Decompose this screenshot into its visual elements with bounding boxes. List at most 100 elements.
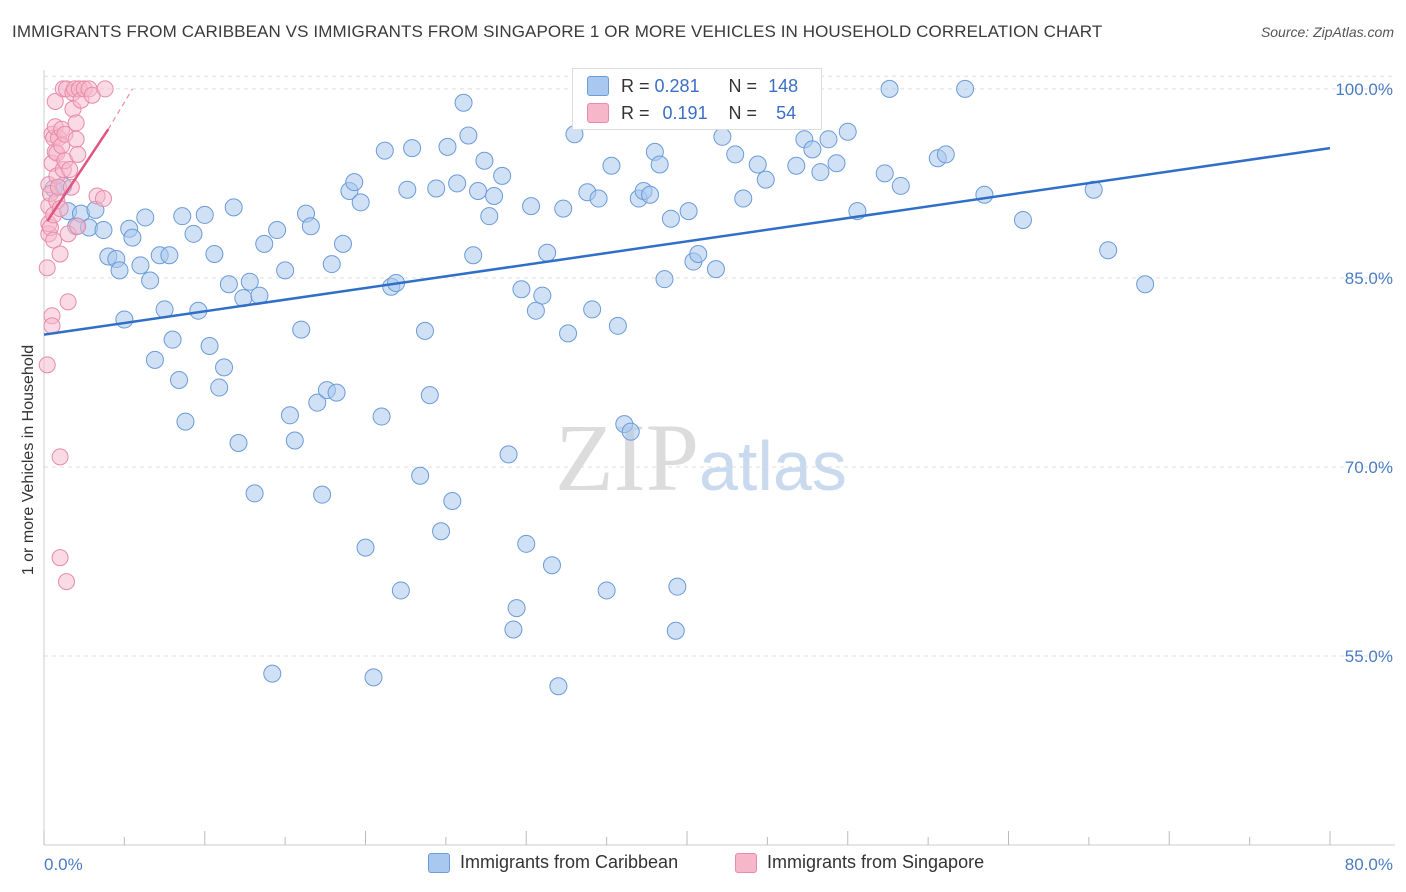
caribbean-point: [398, 180, 417, 199]
tick-labels: 55.0% 70.0% 85.0% 100.0% 0.0% 80.0%: [44, 80, 1393, 874]
n-value: 148: [768, 75, 799, 96]
caribbean-point: [608, 316, 627, 335]
singapore-swatch: [587, 103, 609, 123]
caribbean-point: [522, 197, 541, 216]
caribbean-point: [432, 522, 451, 541]
caribbean-point: [975, 185, 994, 204]
stats-row-singapore: R = 0.191 N = 54: [587, 102, 796, 124]
caribbean-point: [734, 189, 753, 208]
caribbean-point: [351, 193, 370, 212]
caribbean-point: [504, 620, 523, 639]
singapore-legend-swatch: [735, 852, 757, 873]
caribbean-swatch: [587, 76, 609, 96]
singapore-point: [51, 448, 69, 466]
caribbean-point: [356, 538, 375, 557]
caribbean-point: [205, 244, 224, 263]
legend-item-singapore[interactable]: Immigrants from Singapore: [735, 852, 984, 873]
singapore-trend-line: [46, 128, 110, 222]
legend-item-caribbean[interactable]: Immigrants from Caribbean: [428, 852, 678, 873]
caribbean-point: [195, 205, 214, 224]
caribbean-point: [229, 434, 248, 453]
caribbean-point: [891, 176, 910, 195]
caribbean-trend-line: [43, 146, 1331, 336]
caribbean-point: [597, 581, 616, 600]
caribbean-point: [583, 300, 602, 319]
caribbean-point: [803, 140, 822, 159]
caribbean-point: [268, 221, 287, 240]
singapore-point: [51, 549, 69, 567]
caribbean-point: [292, 320, 311, 339]
singapore-trend-extension: [107, 88, 133, 130]
caribbean-point: [956, 79, 975, 98]
singapore-point: [58, 573, 76, 591]
caribbean-point: [438, 137, 457, 156]
caribbean-point: [526, 301, 545, 320]
caribbean-point: [554, 199, 573, 218]
caribbean-point: [538, 243, 557, 262]
caribbean-point: [655, 270, 674, 289]
caribbean-point: [679, 202, 698, 221]
y-tick-label: 70.0%: [1345, 458, 1393, 477]
caribbean-point: [713, 127, 732, 146]
caribbean-point: [756, 170, 775, 189]
caribbean-point: [411, 466, 430, 485]
caribbean-point: [811, 163, 830, 182]
singapore-points: [38, 80, 114, 591]
source-label: Source: ZipAtlas.com: [1260, 24, 1394, 40]
y-tick-label: 100.0%: [1335, 80, 1393, 99]
caribbean-point: [602, 156, 621, 175]
y-axis-label: 1 or more Vehicles in Household: [20, 344, 37, 576]
axes: [43, 70, 1395, 846]
y-tick-label: 55.0%: [1345, 647, 1393, 666]
singapore-point: [45, 231, 63, 249]
caribbean-point: [493, 166, 512, 185]
caribbean-point: [176, 412, 195, 431]
caribbean-point: [364, 668, 383, 687]
caribbean-point: [706, 260, 725, 279]
caribbean-point: [420, 386, 439, 405]
caribbean-point: [827, 154, 846, 173]
y-tick-label: 85.0%: [1345, 269, 1393, 288]
caribbean-point: [224, 198, 243, 217]
stats-legend: R = 0.281 N = 148 R = 0.191 N = 54: [572, 68, 822, 130]
singapore-point: [38, 259, 56, 277]
r-label: R =: [621, 102, 650, 123]
caribbean-point: [285, 431, 304, 450]
caribbean-point: [726, 145, 745, 164]
caribbean-point: [210, 378, 229, 397]
singapore-point: [69, 217, 87, 235]
caribbean-point: [533, 286, 552, 305]
singapore-point: [46, 93, 64, 111]
singapore-point: [67, 114, 85, 132]
caribbean-point: [123, 228, 142, 247]
caribbean-point: [448, 174, 467, 193]
watermark-atlas: atlas: [699, 427, 847, 505]
singapore-point: [59, 293, 77, 311]
caribbean-point: [689, 244, 708, 263]
caribbean-point: [163, 330, 182, 349]
singapore-point: [67, 130, 85, 148]
caribbean-point: [145, 350, 164, 369]
r-value: 0.191: [662, 102, 708, 123]
caribbean-point: [517, 534, 536, 553]
caribbean-point: [391, 581, 410, 600]
caribbean-point: [838, 122, 857, 141]
caribbean-point: [661, 209, 680, 228]
caribbean-point: [375, 141, 394, 160]
caribbean-point: [668, 577, 687, 596]
caribbean-point: [666, 621, 685, 640]
caribbean-point: [136, 208, 155, 227]
caribbean-point: [464, 246, 483, 265]
singapore-point: [96, 80, 114, 98]
grid-lines: [44, 75, 1395, 657]
caribbean-point: [345, 173, 364, 192]
caribbean-point: [454, 93, 473, 112]
caribbean-point: [748, 155, 767, 174]
caribbean-point: [469, 181, 488, 200]
singapore-point: [69, 145, 87, 163]
singapore-point: [61, 161, 79, 179]
caribbean-point: [313, 485, 332, 504]
caribbean-point: [280, 406, 299, 425]
series-legend: Immigrants from Caribbean Immigrants fro…: [0, 852, 1406, 876]
caribbean-point: [549, 677, 568, 696]
